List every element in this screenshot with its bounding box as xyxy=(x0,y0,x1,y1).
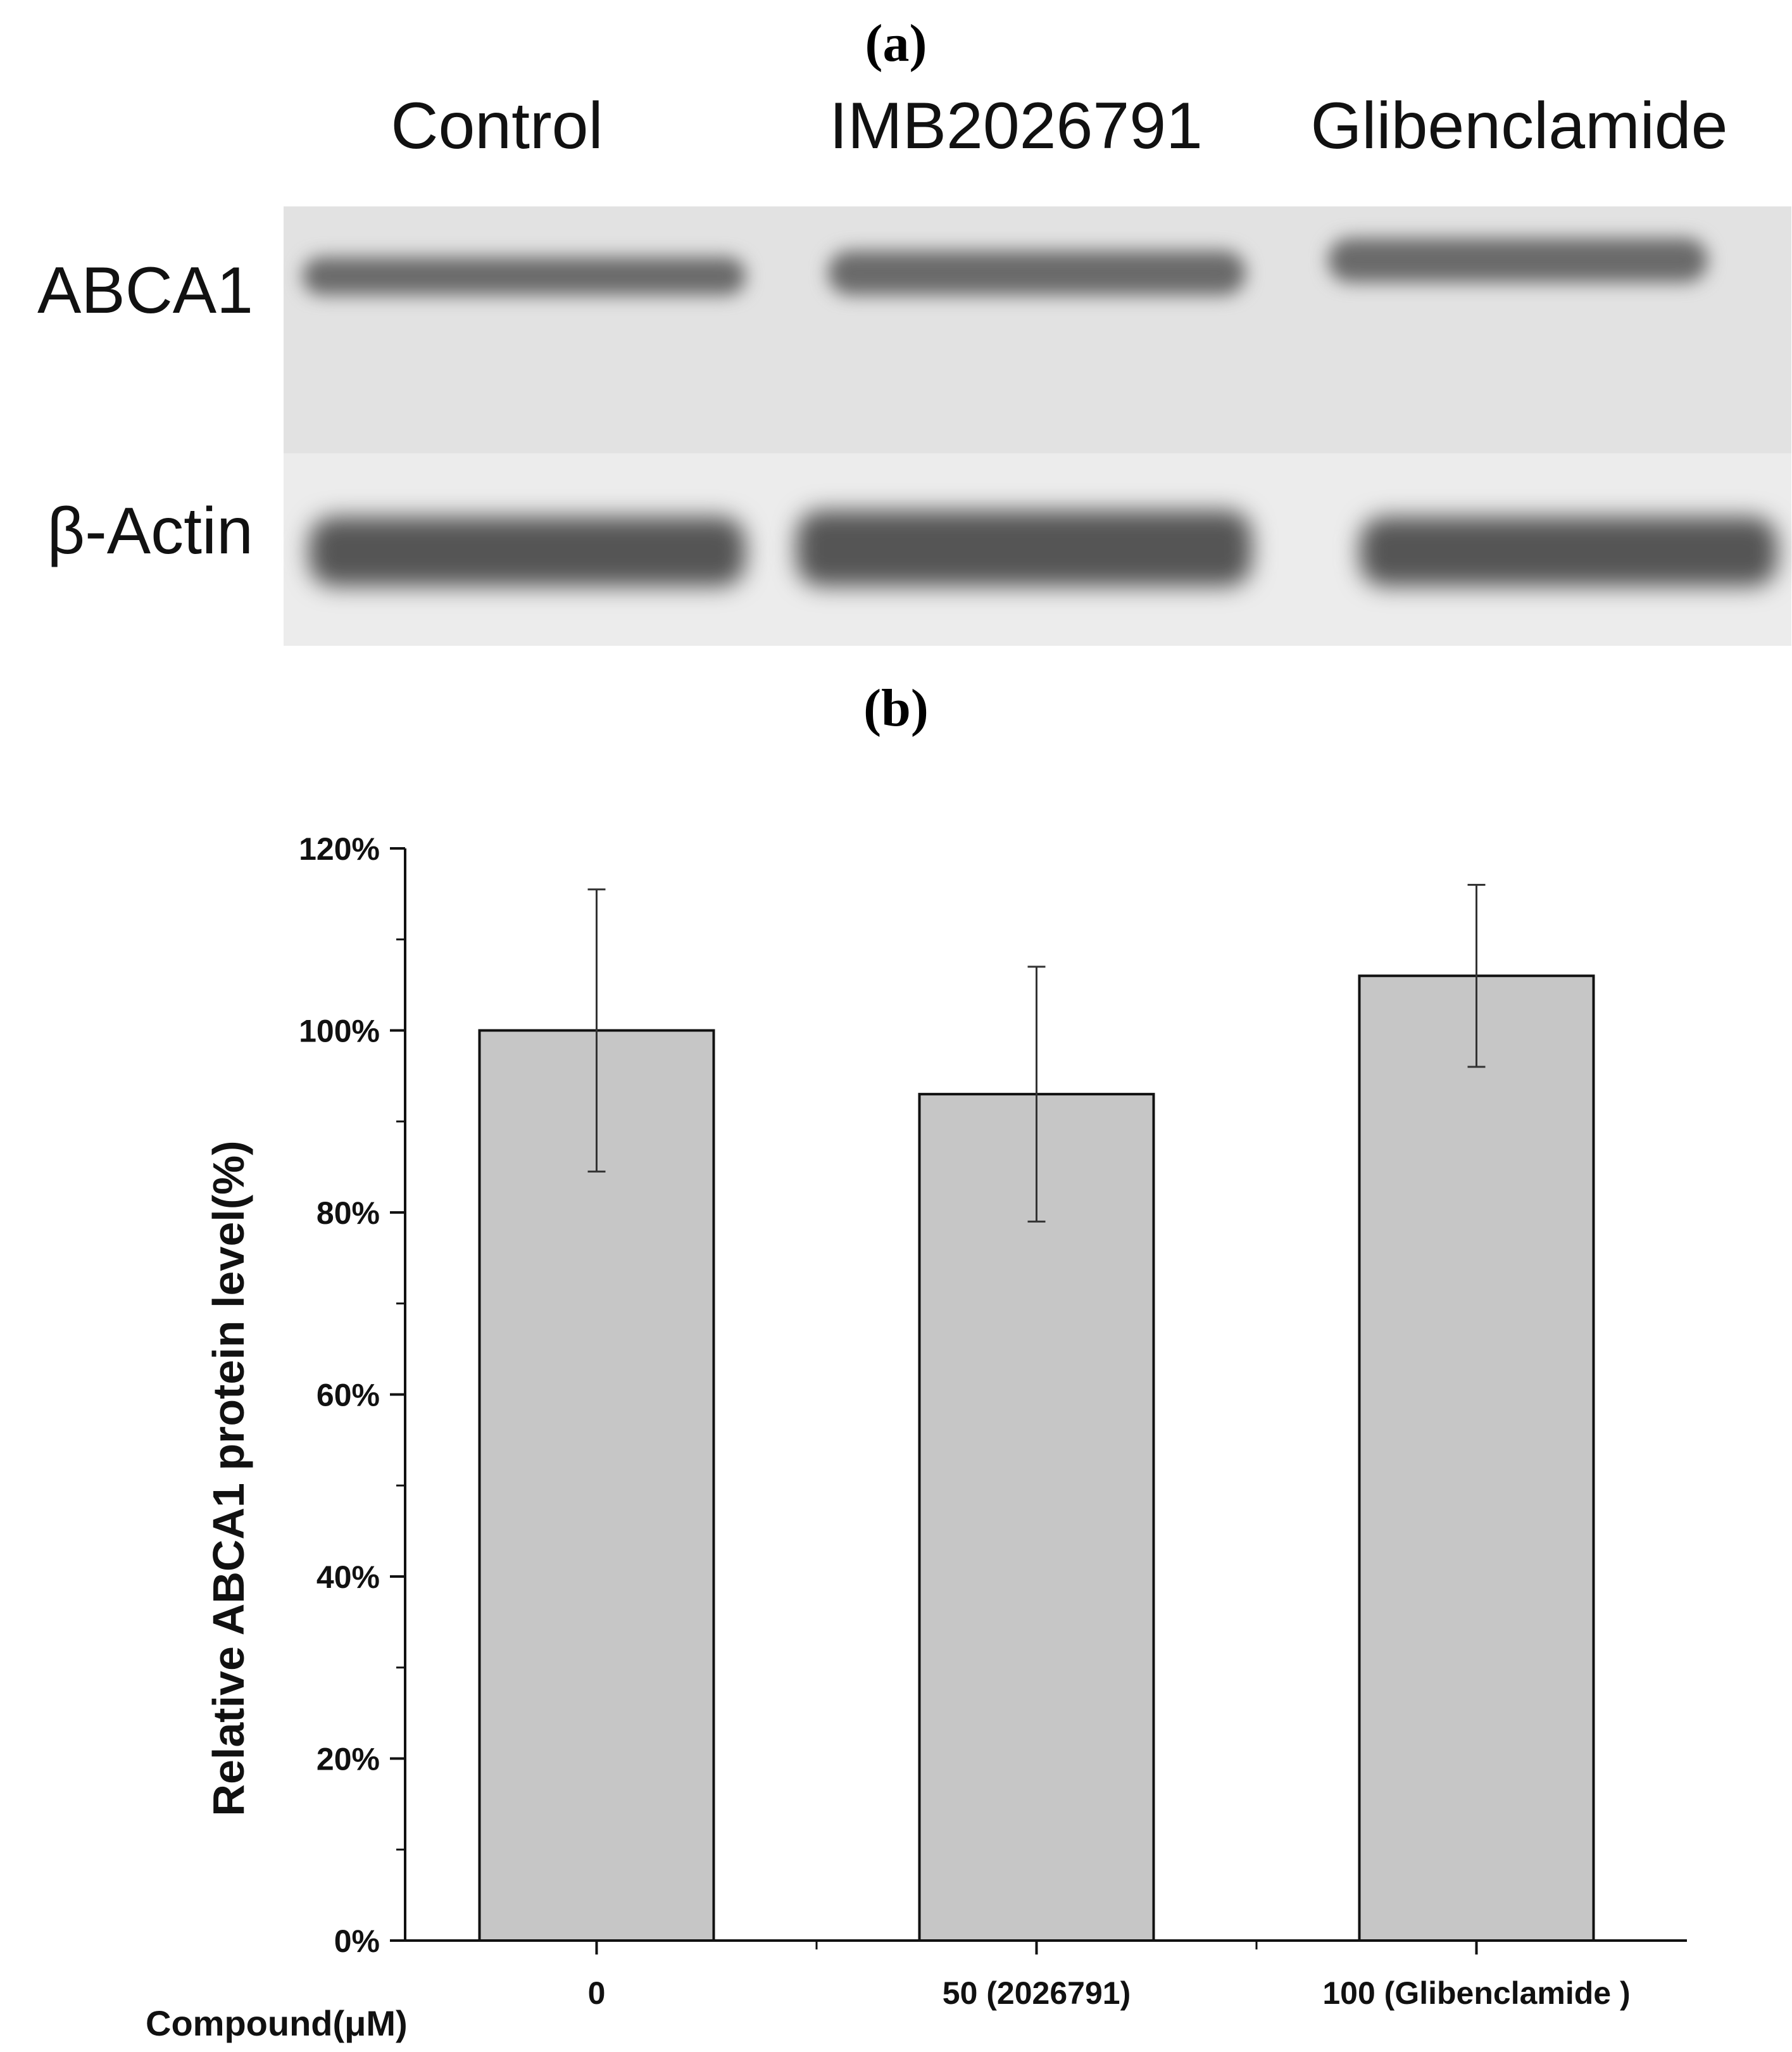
y-axis-title: Relative ABCA1 protein level(%) xyxy=(204,1140,253,1816)
panel-b-label: (b) xyxy=(863,679,929,738)
bar xyxy=(478,1029,715,1942)
lane-label-control: Control xyxy=(391,89,603,163)
panel-a-label: (a) xyxy=(865,14,927,73)
y-axis: 0% 20% 40% 60% 80% 100% 120% xyxy=(299,831,406,1959)
error-bars xyxy=(587,884,1486,1223)
x-tick-label: 100 (Glibenclamide ) xyxy=(1322,1975,1630,2011)
bars xyxy=(478,974,1595,1942)
band-abca1-glibenclamide xyxy=(1328,238,1708,282)
y-tick-label: 60% xyxy=(316,1378,380,1413)
row-label-beta-actin: β-Actin xyxy=(47,494,253,568)
band-abca1-control xyxy=(303,257,746,295)
y-tick-label: 80% xyxy=(316,1195,380,1231)
western-blot-image xyxy=(284,206,1791,646)
x-axis: 0 50 (2026791) 100 (Glibenclamide ) xyxy=(405,1939,1687,2011)
band-actin-control xyxy=(309,517,746,586)
lane-label-glibenclamide: Glibenclamide xyxy=(1310,89,1728,163)
x-axis-title: Compound(μM) xyxy=(146,2003,408,2043)
y-tick-label: 40% xyxy=(316,1559,380,1595)
bar xyxy=(1358,974,1595,1942)
y-tick-label: 0% xyxy=(334,1923,380,1959)
y-tick-label: 100% xyxy=(299,1014,380,1049)
x-tick-label: 50 (2026791) xyxy=(943,1975,1131,2011)
band-actin-glibenclamide xyxy=(1360,517,1777,586)
x-tick-label: 0 xyxy=(588,1975,606,2011)
y-tick-label: 120% xyxy=(299,831,380,867)
band-actin-imb2026791 xyxy=(796,510,1252,586)
bar xyxy=(918,1093,1155,1942)
y-tick-label: 20% xyxy=(316,1742,380,1777)
lane-label-imb2026791: IMB2026791 xyxy=(829,89,1203,163)
band-abca1-imb2026791 xyxy=(828,251,1246,295)
row-label-abca1: ABCA1 xyxy=(37,254,253,327)
